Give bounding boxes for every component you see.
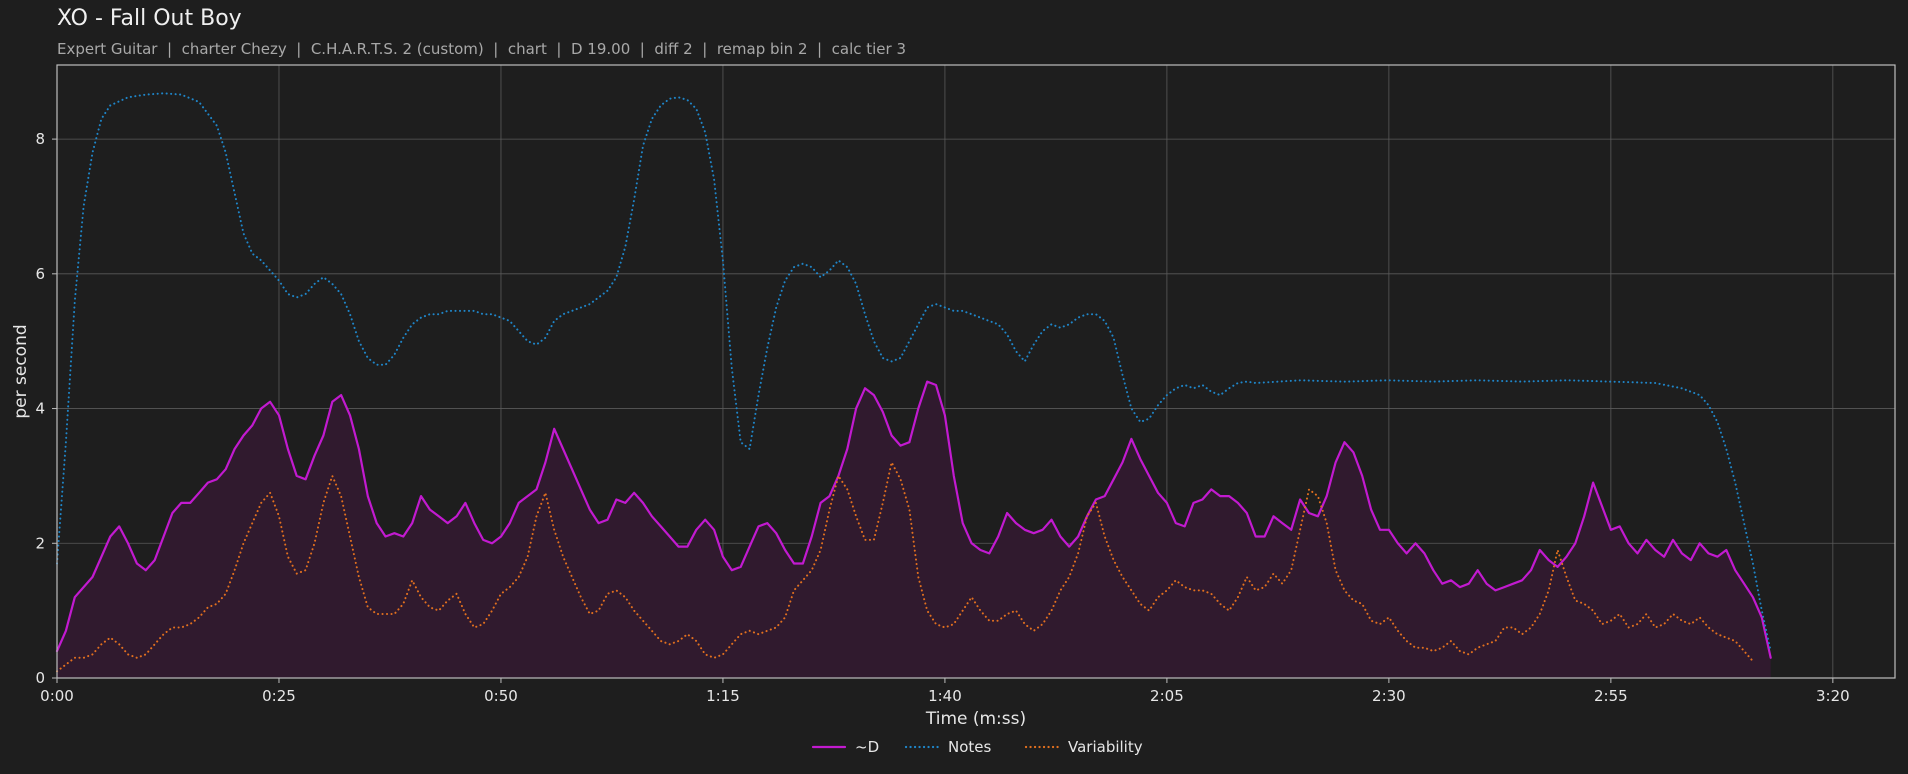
- series-lines: [55, 92, 1772, 673]
- legend-label-d: ~D: [855, 738, 879, 756]
- chart-subtitle: Expert Guitar | charter Chezy | C.H.A.R.…: [57, 40, 907, 58]
- y-tick-label: 4: [35, 400, 45, 418]
- series-area-d: [57, 381, 1771, 678]
- series-line-variability: [56, 461, 1754, 673]
- legend: ~D Notes Variability: [811, 738, 1143, 756]
- y-tick-label: 6: [35, 265, 45, 283]
- y-tick-label: 8: [35, 130, 45, 148]
- y-tick-label: 2: [35, 534, 45, 552]
- x-tick-label: 1:40: [928, 687, 962, 705]
- x-axis-label: Time (m:ss): [925, 709, 1026, 729]
- y-tick-label: 0: [35, 669, 45, 687]
- series-line-d: [55, 380, 1772, 659]
- legend-label-notes: Notes: [948, 738, 992, 756]
- y-axis-label: per second: [11, 324, 31, 418]
- x-tick-label: 0:00: [40, 687, 74, 705]
- x-tick-label: 0:25: [262, 687, 296, 705]
- legend-label-variability: Variability: [1068, 738, 1143, 756]
- d-area-layer: [57, 381, 1771, 678]
- series-line-notes: [56, 92, 1772, 653]
- chart-title: XO - Fall Out Boy: [57, 6, 242, 31]
- plot-frame: [56, 64, 1896, 679]
- x-tick-label: 2:30: [1372, 687, 1406, 705]
- axis-ticks: 0:00 0:25 0:50 1:15 1:40 2:05 2:30 2:55 3:20 0 2 4 6…: [35, 130, 1849, 705]
- x-tick-label: 3:20: [1816, 687, 1850, 705]
- x-tick-label: 1:15: [706, 687, 740, 705]
- x-tick-label: 2:55: [1594, 687, 1628, 705]
- x-tick-label: 2:05: [1150, 687, 1184, 705]
- x-tick-label: 0:50: [484, 687, 518, 705]
